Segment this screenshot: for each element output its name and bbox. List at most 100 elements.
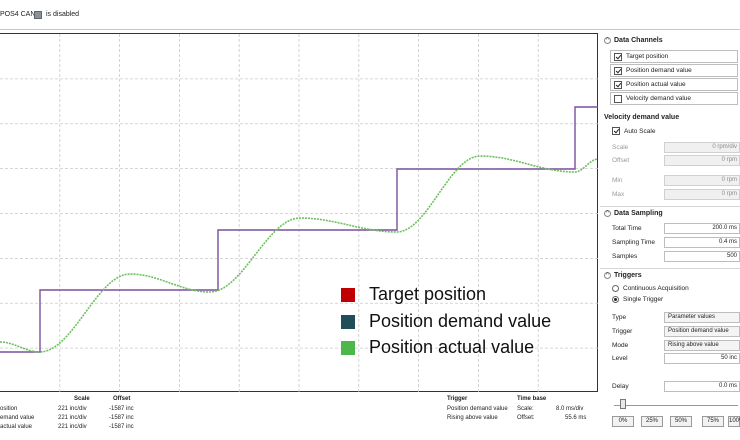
timebase-scale-label: Scale: (517, 406, 534, 412)
channel-label: Position actual value (626, 81, 686, 88)
channel-row-scale: 221 inc/div (58, 415, 87, 421)
plot-canvas (0, 34, 598, 393)
collapse-icon[interactable]: ^ (604, 210, 611, 217)
collapse-icon[interactable]: ^ (604, 37, 611, 44)
level-label: Level (612, 355, 628, 362)
channel-velocity-demand[interactable]: Velocity demand value (610, 92, 738, 105)
offset-field[interactable]: 0 rpm (664, 155, 740, 166)
preset-25-button[interactable]: 25% (641, 416, 663, 427)
channel-row-offset: -1587 inc (109, 415, 134, 421)
channel-label: Position demand value (626, 67, 692, 74)
section-divider (600, 206, 740, 207)
legend-label-target: Target position (369, 284, 487, 304)
disabled-status-icon (34, 11, 42, 19)
delay-slider-track[interactable] (614, 405, 738, 406)
mode-select[interactable]: Rising above value (664, 340, 740, 351)
channel-row-name: osition (0, 406, 18, 412)
preset-0-button[interactable]: 0% (612, 416, 634, 427)
delay-label: Delay (612, 383, 629, 390)
section-divider (600, 268, 740, 269)
title-bar: POS4 CAN is disabled (0, 0, 740, 30)
checkbox-unchecked[interactable] (614, 94, 622, 103)
preset-100-button[interactable]: 100% (728, 416, 740, 427)
timebase-offset-label: Offset: (517, 415, 535, 421)
timebase-header: Time base (517, 396, 547, 402)
legend-swatch-demand (341, 314, 355, 329)
plot-curves (0, 106, 598, 353)
type-label: Type (612, 314, 627, 321)
legend-item-target: Target position (341, 284, 486, 305)
mode-label: Mode (612, 342, 629, 349)
legend-swatch-target (341, 287, 355, 302)
channel-position-demand[interactable]: Position demand value (610, 64, 738, 77)
device-status: is disabled (46, 11, 80, 18)
channel-row-offset: -1587 inc (109, 424, 134, 430)
section-title: Data Sampling (614, 210, 663, 217)
section-triggers[interactable]: ^ Triggers (604, 272, 642, 279)
trigger-select[interactable]: Position demand value (664, 326, 740, 337)
channel-row-scale: 221 inc/div (58, 424, 87, 430)
col-header-offset: Offset (113, 396, 131, 402)
legend-item-demand: Position demand value (341, 311, 551, 332)
continuous-acquisition-radio[interactable]: Continuous Acquisition (612, 285, 689, 292)
trigger-info-header: Trigger (447, 396, 468, 402)
offset-label: Offset (612, 157, 630, 164)
channel-row-name: emand value (0, 415, 35, 421)
timebase-offset-value: 55.6 ms (565, 415, 587, 421)
radio-label: Continuous Acquisition (623, 285, 689, 292)
channel-position-actual[interactable]: Position actual value (610, 78, 738, 91)
samples-field[interactable]: 500 (664, 251, 740, 262)
max-field[interactable]: 0 rpm (664, 189, 740, 200)
col-header-scale: Scale (74, 396, 90, 402)
legend-item-actual: Position actual value (341, 337, 534, 358)
auto-scale-label: Auto Scale (624, 127, 656, 135)
channel-label: Target position (626, 53, 669, 60)
samples-label: Samples (612, 253, 638, 260)
collapse-icon[interactable]: ^ (604, 272, 611, 279)
trigger-info-source: Position demand value (447, 406, 508, 412)
timebase-scale-value: 8.0 ms/div (556, 406, 584, 412)
section-data-sampling[interactable]: ^ Data Sampling (604, 210, 663, 217)
radio-label: Single Trigger (623, 296, 664, 303)
series-target-position (0, 106, 598, 353)
checkbox-checked[interactable] (614, 52, 622, 61)
series-position-actual (0, 155, 598, 353)
sampling-time-field[interactable]: 0.4 ms (664, 237, 740, 248)
single-trigger-radio[interactable]: Single Trigger (612, 296, 663, 303)
preset-50-button[interactable]: 50% (670, 416, 692, 427)
recorder-plot[interactable]: Target position Position demand value Po… (0, 33, 598, 393)
level-field[interactable]: 50 inc (664, 353, 740, 364)
settings-panel: ^ Data Channels Target position Position… (600, 33, 740, 440)
legend-label-actual: Position actual value (369, 337, 535, 357)
min-label: Min (612, 177, 623, 184)
trigger-info-mode: Rising above value (447, 415, 498, 421)
channel-label: Velocity demand value (626, 95, 692, 102)
max-label: Max (612, 191, 625, 198)
preset-75-button[interactable]: 75% (702, 416, 724, 427)
radio-unselected[interactable] (612, 285, 619, 292)
channel-row-offset: -1587 inc (109, 406, 134, 412)
scale-field[interactable]: 0 rpm/div (664, 142, 740, 153)
sampling-time-label: Sampling Time (612, 239, 655, 246)
checkbox-checked[interactable] (612, 127, 620, 135)
total-time-label: Total Time (612, 225, 642, 232)
selected-channel-title: Velocity demand value (604, 114, 680, 121)
device-name: POS4 CAN (0, 11, 36, 18)
auto-scale-toggle[interactable]: Auto Scale (612, 127, 655, 135)
checkbox-checked[interactable] (614, 66, 622, 75)
delay-slider-thumb[interactable] (620, 399, 626, 409)
channel-row-name: actual value (0, 424, 33, 430)
scale-label: Scale (612, 144, 629, 151)
checkbox-checked[interactable] (614, 80, 622, 89)
channel-target-position[interactable]: Target position (610, 50, 738, 63)
delay-field[interactable]: 0.0 ms (664, 381, 740, 392)
section-data-channels[interactable]: ^ Data Channels (604, 37, 663, 44)
legend-label-demand: Position demand value (369, 311, 552, 331)
trigger-label: Trigger (612, 328, 633, 335)
type-select[interactable]: Parameter values (664, 312, 740, 323)
total-time-field[interactable]: 200.0 ms (664, 223, 740, 234)
section-title: Data Channels (614, 37, 663, 44)
section-title: Triggers (614, 272, 642, 279)
min-field[interactable]: 0 rpm (664, 175, 740, 186)
radio-selected[interactable] (612, 296, 619, 303)
